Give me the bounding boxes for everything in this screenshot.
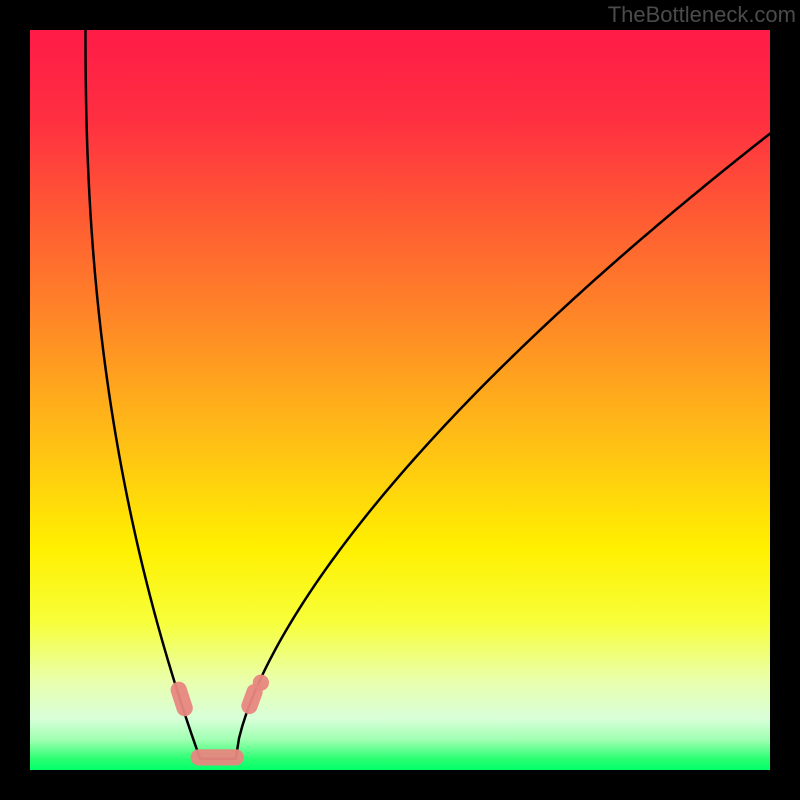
plot-area — [30, 30, 770, 770]
marker-capsule — [168, 680, 194, 719]
marker-blob-group — [168, 675, 269, 766]
curve-svg — [30, 30, 770, 770]
chart-frame: TheBottleneck.com — [0, 0, 800, 800]
marker-dot — [253, 675, 269, 691]
marker-capsule-h — [191, 749, 244, 765]
watermark-text: TheBottleneck.com — [608, 2, 796, 28]
bottleneck-curve — [86, 30, 771, 759]
